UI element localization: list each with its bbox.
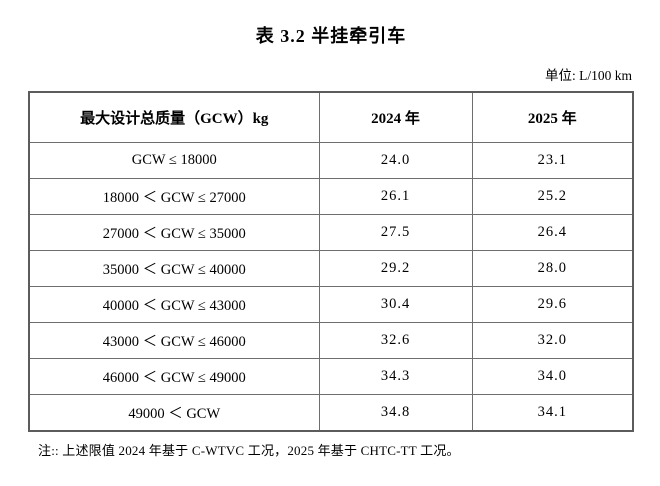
gcw-range-cell: GCW ≤ 18000 <box>28 142 320 179</box>
table-row: 35000 ＜ GCW ≤ 40000 29.2 28.0 <box>28 250 634 287</box>
table-row: 18000 ＜ GCW ≤ 27000 26.1 25.2 <box>28 178 634 215</box>
table-row: 27000 ＜ GCW ≤ 35000 27.5 26.4 <box>28 214 634 251</box>
value-2024-cell: 30.4 <box>318 286 473 323</box>
gcw-range-cell: 35000 ＜ GCW ≤ 40000 <box>28 250 320 287</box>
value-2025-cell: 25.2 <box>471 178 634 215</box>
col-header-2024: 2024 年 <box>318 91 473 143</box>
table-row: 46000 ＜ GCW ≤ 49000 34.3 34.0 <box>28 358 634 395</box>
gcw-range-cell: 43000 ＜ GCW ≤ 46000 <box>28 322 320 359</box>
table-row: 43000 ＜ GCW ≤ 46000 32.6 32.0 <box>28 322 634 359</box>
value-2024-cell: 34.8 <box>318 394 473 432</box>
value-2025-cell: 29.6 <box>471 286 634 323</box>
value-2024-cell: 32.6 <box>318 322 473 359</box>
value-2024-cell: 29.2 <box>318 250 473 287</box>
fuel-limits-table: 最大设计总质量（GCW）kg 2024 年 2025 年 GCW ≤ 18000… <box>28 91 634 432</box>
value-2025-cell: 28.0 <box>471 250 634 287</box>
gcw-range-cell: 40000 ＜ GCW ≤ 43000 <box>28 286 320 323</box>
gcw-range-cell: 46000 ＜ GCW ≤ 49000 <box>28 358 320 395</box>
gcw-range-cell: 27000 ＜ GCW ≤ 35000 <box>28 214 320 251</box>
value-2025-cell: 23.1 <box>471 142 634 179</box>
table-row: 40000 ＜ GCW ≤ 43000 30.4 29.6 <box>28 286 634 323</box>
gcw-range-cell: 18000 ＜ GCW ≤ 27000 <box>28 178 320 215</box>
unit-label: 单位: L/100 km <box>545 68 632 83</box>
header-row: 最大设计总质量（GCW）kg 2024 年 2025 年 <box>28 91 634 143</box>
col-header-gcw: 最大设计总质量（GCW）kg <box>28 91 320 143</box>
col-header-2025: 2025 年 <box>471 91 634 143</box>
value-2025-cell: 34.0 <box>471 358 634 395</box>
value-2025-cell: 34.1 <box>471 394 634 432</box>
footnote: 注:: 上述限值 2024 年基于 C-WTVC 工况，2025 年基于 CHT… <box>38 443 460 458</box>
table-title: 表 3.2 半挂牵引车 <box>255 26 407 46</box>
value-2024-cell: 24.0 <box>318 142 473 179</box>
value-2024-cell: 26.1 <box>318 178 473 215</box>
value-2025-cell: 32.0 <box>471 322 634 359</box>
gcw-range-cell: 49000 ＜ GCW <box>28 394 320 432</box>
value-2025-cell: 26.4 <box>471 214 634 251</box>
value-2024-cell: 27.5 <box>318 214 473 251</box>
table-row: 49000 ＜ GCW 34.8 34.1 <box>28 394 634 432</box>
table-row: GCW ≤ 18000 24.0 23.1 <box>28 142 634 179</box>
value-2024-cell: 34.3 <box>318 358 473 395</box>
